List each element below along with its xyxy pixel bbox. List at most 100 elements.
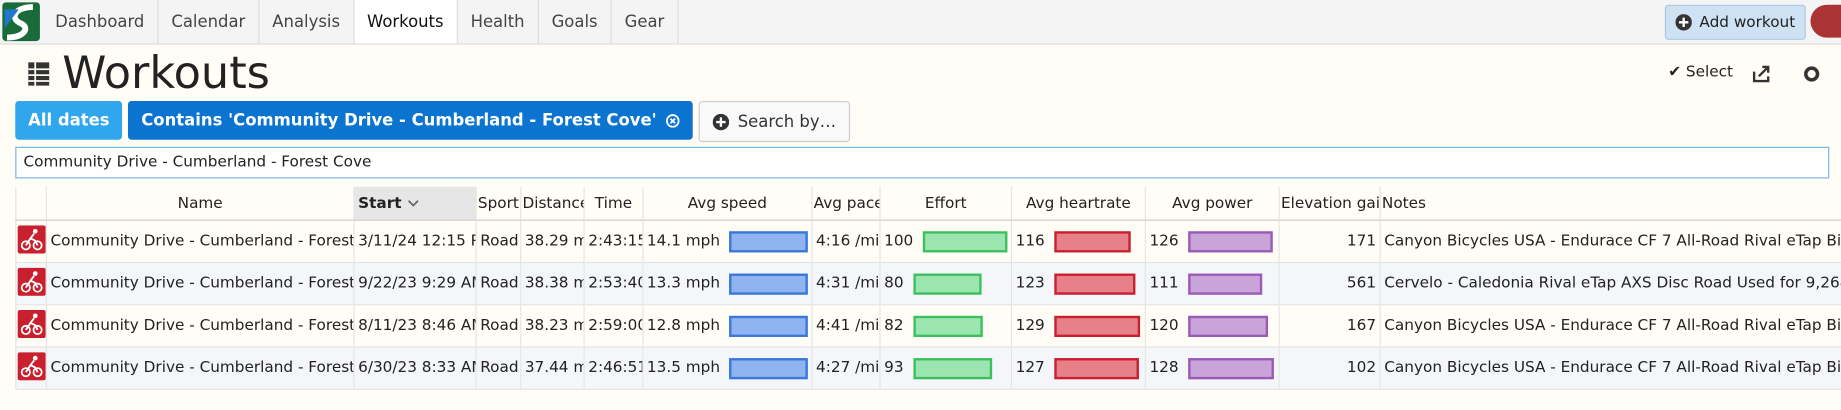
nav-tab[interactable]: Workouts <box>354 0 458 44</box>
bar-cell: 123 <box>1016 272 1142 295</box>
cell-value: 2:46:51 <box>588 359 643 377</box>
add-workout-label: Add workout <box>1699 13 1796 32</box>
cell: 100 <box>879 220 1012 264</box>
value-bar <box>729 272 808 295</box>
cell-value: 3/11/24 12:15 PM <box>358 232 476 251</box>
value-bar <box>912 272 982 295</box>
cell: 13.3 mph <box>642 262 812 306</box>
cell-value: 102 <box>1346 359 1377 377</box>
cell-value: Road <box>480 359 519 377</box>
value-bar <box>1187 357 1274 379</box>
cell: Community Drive - Cumberland - Forest Co… <box>45 304 354 348</box>
toolbar-icons[interactable] <box>1752 65 1822 84</box>
column-header[interactable]: Start <box>353 186 477 221</box>
workout-row[interactable]: Community Drive - Cumberland - Forest Co… <box>15 220 1841 264</box>
cell: 2:53:40 <box>583 262 643 306</box>
column-header[interactable]: Elevation gain <box>1278 186 1381 221</box>
cell-value: 4:27 /mi <box>816 359 880 377</box>
select-button[interactable]: ✔ Select <box>1668 63 1733 82</box>
cell-value: 171 <box>1346 232 1377 251</box>
nav-tab[interactable]: Calendar <box>158 0 260 44</box>
column-header[interactable]: Avg pace <box>811 186 880 221</box>
cell: Cervelo - Caledonia Rival eTap AXS Disc … <box>1379 262 1841 306</box>
cell: 2:43:15 <box>583 220 643 264</box>
nav-tab[interactable]: Dashboard <box>42 0 159 44</box>
cell-value: 9/22/23 9:29 AM <box>358 274 477 293</box>
cell-value: 128 <box>1149 359 1179 377</box>
select-label: Select <box>1685 63 1733 82</box>
search-by-button[interactable]: Search by… <box>698 100 851 143</box>
nav-tab[interactable]: Analysis <box>259 0 355 44</box>
value-bar <box>729 357 808 379</box>
cell-value: Community Drive - Cumberland - Forest Co… <box>50 359 354 377</box>
cell: 167 <box>1278 304 1381 348</box>
value-bar <box>1187 272 1263 295</box>
contains-label: Contains 'Community Drive - Cumberland -… <box>141 110 657 130</box>
value-bar <box>912 357 993 379</box>
cell: 38.38 mi <box>520 262 585 306</box>
bar-cell: 12.8 mph <box>646 315 808 337</box>
value-bar <box>912 315 984 337</box>
header-row: Name Start Sport Distance Time Avg speed Avg … <box>15 186 1841 221</box>
nav-tab[interactable]: Gear <box>612 0 679 44</box>
avatar[interactable] <box>1810 4 1841 38</box>
cell: 128 <box>1144 346 1280 390</box>
cell: 3/11/24 12:15 PM <box>353 220 477 264</box>
cell-value: Canyon Bicycles USA - Endurace CF 7 All-… <box>1384 317 1841 335</box>
column-header[interactable]: Time <box>583 186 643 221</box>
cell-value: Community Drive - Cumberland - Forest Co… <box>50 232 354 251</box>
remove-icon[interactable] <box>666 113 680 128</box>
search-input[interactable]: Community Drive - Cumberland - Forest Co… <box>15 146 1830 179</box>
nav-tab[interactable]: Health <box>458 0 539 44</box>
cell-value: 38.23 mi <box>524 317 584 335</box>
cell-value: 12.8 mph <box>646 317 721 335</box>
cell-value: Road <box>480 317 519 335</box>
cell: 12.8 mph <box>642 304 812 348</box>
cell-value: 111 <box>1149 274 1179 293</box>
bar-cell: 93 <box>884 357 1007 379</box>
nav-tab[interactable]: Goals <box>539 0 612 44</box>
cell-value: 116 <box>1015 232 1045 251</box>
sport-icon-cell <box>15 262 47 306</box>
workout-row[interactable]: Community Drive - Cumberland - Forest Co… <box>15 346 1841 390</box>
column-header[interactable]: Sport <box>475 186 521 221</box>
cycling-icon <box>17 224 46 254</box>
cell: 6/30/23 8:33 AM <box>353 346 477 390</box>
workout-row[interactable]: Community Drive - Cumberland - Forest Co… <box>15 304 1841 348</box>
column-header[interactable]: Avg speed <box>642 186 812 221</box>
column-header[interactable]: Avg power <box>1144 186 1280 221</box>
page-title: Workouts <box>62 46 270 99</box>
cell-value: 13.5 mph <box>646 359 721 377</box>
cell: 8/11/23 8:46 AM <box>353 304 477 348</box>
add-workout-button[interactable]: Add workout <box>1665 4 1806 40</box>
column-header[interactable]: Avg heartrate <box>1010 186 1146 221</box>
column-header[interactable]: Name <box>45 186 354 221</box>
column-header[interactable]: Notes <box>1379 186 1841 221</box>
value-bar <box>1054 357 1139 379</box>
value-bar <box>1054 272 1136 295</box>
bar-cell: 128 <box>1149 357 1275 379</box>
all-dates-filter[interactable]: All dates <box>15 100 123 140</box>
bar-cell: 100 <box>884 230 1008 252</box>
search-value: Community Drive - Cumberland - Forest Co… <box>23 153 372 172</box>
logo[interactable] <box>0 0 42 43</box>
column-header-label: Notes <box>1381 194 1427 212</box>
value-bar <box>729 315 808 337</box>
cell-value: Road <box>480 232 519 251</box>
cell: 116 <box>1010 220 1146 264</box>
cell-value: 126 <box>1149 232 1179 251</box>
sport-icon-cell <box>15 304 47 348</box>
cell: 4:41 /mi <box>811 304 880 348</box>
cell: Community Drive - Cumberland - Forest Co… <box>45 262 354 306</box>
cell-value: 4:31 /mi <box>816 274 880 293</box>
cell-value: 2:59:00 <box>588 317 643 335</box>
workout-row[interactable]: Community Drive - Cumberland - Forest Co… <box>15 262 1841 306</box>
cell: Canyon Bicycles USA - Endurace CF 7 All-… <box>1379 304 1841 348</box>
cell: 37.44 mi <box>520 346 585 390</box>
column-header[interactable]: Effort <box>879 186 1012 221</box>
column-header-label: Avg power <box>1172 194 1253 212</box>
contains-filter[interactable]: Contains 'Community Drive - Cumberland -… <box>128 100 694 140</box>
column-header[interactable]: Distance <box>520 186 585 221</box>
cell: Canyon Bicycles USA - Endurace CF 7 All-… <box>1379 220 1841 264</box>
column-header-label: Avg heartrate <box>1026 194 1131 212</box>
